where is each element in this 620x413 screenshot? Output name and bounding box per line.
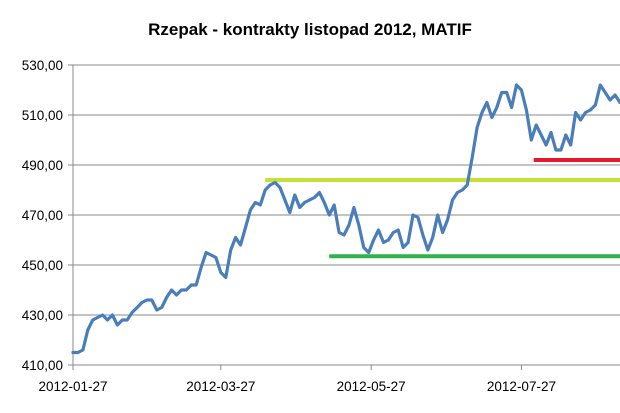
axes (68, 64, 620, 370)
y-tick-label: 430,00 (22, 308, 63, 323)
x-tick-label: 2012-03-27 (186, 379, 255, 394)
tick-labels: 410,00 430,00 450,00 470,00 490,00 510,00 530,… (22, 58, 556, 394)
y-tick-label: 530,00 (22, 58, 63, 73)
gridlines (73, 64, 620, 366)
x-tick-label: 2012-07-27 (487, 379, 556, 394)
series-layer (71, 83, 620, 355)
y-tick-label: 450,00 (22, 258, 63, 273)
x-tick-label: 2012-01-27 (38, 379, 107, 394)
y-tick-label: 470,00 (22, 208, 63, 223)
x-tick-label: 2012-05-27 (337, 379, 406, 394)
y-tick-label: 510,00 (22, 108, 63, 123)
reference-lines (265, 158, 620, 259)
y-tick-label: 490,00 (22, 158, 63, 173)
price-series-line (71, 83, 620, 355)
chart-title: Rzepak - kontrakty listopad 2012, MATIF (148, 20, 472, 39)
y-tick-label: 410,00 (22, 358, 63, 373)
